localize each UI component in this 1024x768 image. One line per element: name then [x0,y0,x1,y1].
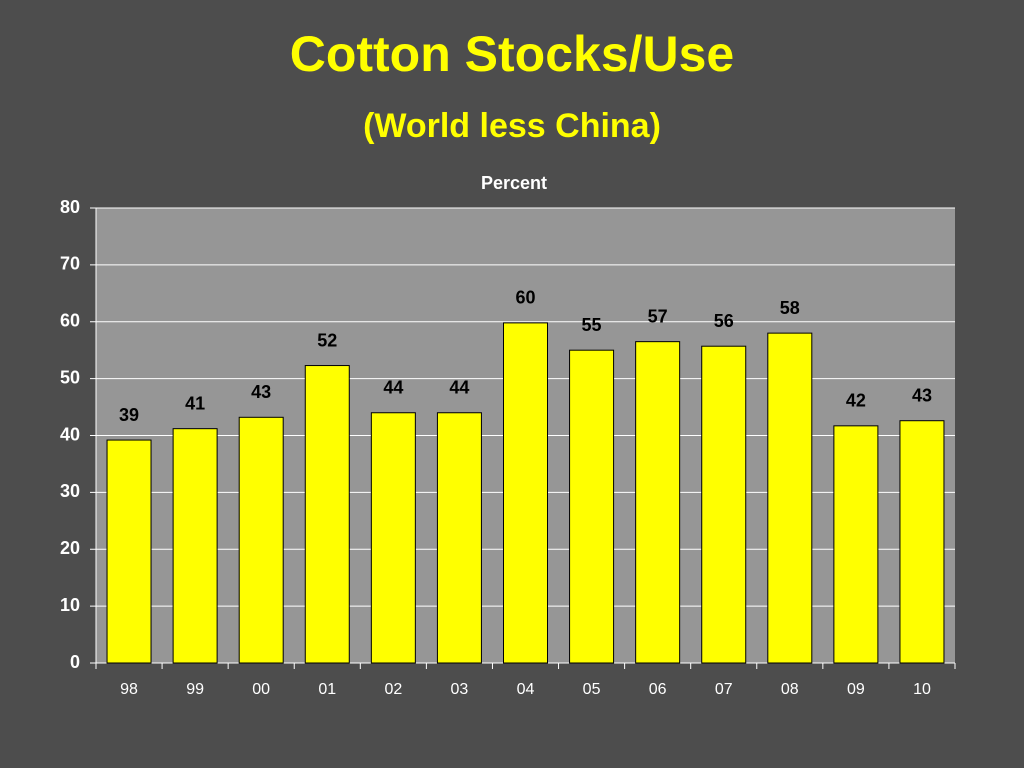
y-axis-label: Percent [481,173,547,193]
bar [899,420,945,664]
x-tick-label: 00 [252,681,270,698]
bar [833,425,879,664]
x-tick-label: 07 [715,681,733,698]
x-tick-label: 05 [583,681,601,698]
data-label: 52 [317,330,337,350]
data-label: 44 [383,378,403,398]
y-tick-label: 30 [60,481,80,501]
x-tick-label: 98 [120,681,138,698]
x-tick-label: 10 [913,681,931,698]
bar [767,332,813,664]
data-label: 55 [582,315,602,335]
bar [436,412,482,664]
data-label: 43 [912,385,932,405]
chart-title: Cotton Stocks/Use [290,26,735,82]
data-label: 39 [119,405,139,425]
bar [701,345,747,664]
chart-subtitle: (World less China) [363,107,661,145]
data-label: 58 [780,298,800,318]
y-tick-label: 80 [60,197,80,217]
x-tick-label: 03 [451,681,469,698]
data-label: 56 [714,311,734,331]
bar [635,341,681,664]
x-tick-label: 99 [186,681,204,698]
y-tick-label: 70 [60,254,80,274]
x-tick-label: 08 [781,681,799,698]
y-tick-label: 40 [60,424,80,444]
data-label: 57 [648,306,668,326]
x-tick-label: 09 [847,681,865,698]
y-tick-label: 10 [60,595,80,615]
bar [172,428,218,664]
data-label: 41 [185,393,205,413]
bar [106,439,152,664]
x-tick-label: 04 [517,681,535,698]
bar [304,365,350,664]
x-tick-label: 02 [384,681,402,698]
y-tick-label: 20 [60,538,80,558]
x-tick-label: 01 [318,681,336,698]
y-tick-label: 0 [70,652,80,672]
data-label: 44 [449,378,469,398]
data-label: 60 [515,288,535,308]
bar [503,322,548,664]
data-label: 43 [251,382,271,402]
data-label: 42 [846,391,866,411]
bar [370,412,416,664]
y-tick-label: 50 [60,367,80,387]
y-tick-label: 60 [60,311,80,331]
x-tick-label: 06 [649,681,667,698]
bar [569,349,615,664]
bar [238,416,284,664]
